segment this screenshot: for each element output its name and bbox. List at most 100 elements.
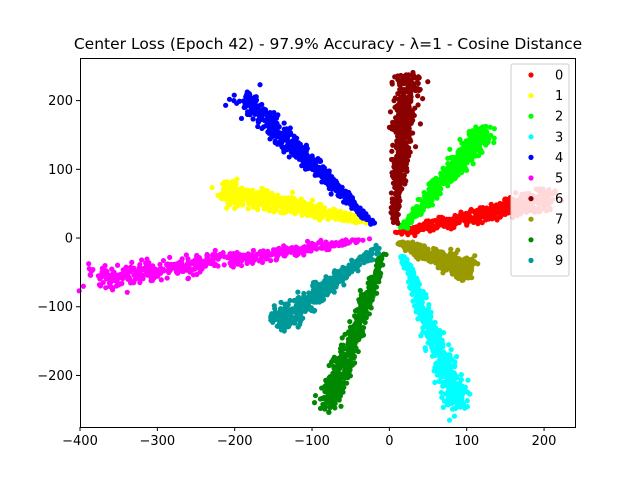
data-point [183,252,189,258]
data-point [408,217,414,223]
data-point [275,192,281,198]
data-point [331,270,337,276]
data-point [175,270,181,276]
data-point [201,262,207,268]
data-point [467,391,473,397]
data-point [413,228,419,234]
data-point [425,305,432,311]
data-point [427,320,433,326]
data-point [394,165,401,172]
data-point [353,237,359,243]
data-point [455,264,461,270]
data-point [366,275,372,282]
data-point [330,388,336,394]
data-point [302,308,308,314]
data-point [349,362,355,368]
data-point [449,271,455,277]
data-point [418,246,424,252]
data-point [419,207,425,213]
data-point [164,275,170,281]
data-point [466,131,472,138]
data-point [309,206,315,212]
data-point [465,377,471,383]
data-point [357,325,363,331]
data-point [158,277,164,283]
data-point [475,215,481,221]
data-point [300,158,306,165]
data-point [452,383,458,389]
data-point [285,324,291,330]
data-point [417,302,423,308]
data-point [398,100,405,107]
data-point [90,267,96,273]
data-point [339,188,346,194]
data-point [406,129,412,135]
data-point [328,377,335,383]
data-point [440,404,446,410]
chart-title: Center Loss (Epoch 42) - 97.9% Accuracy … [74,35,582,53]
data-point [427,180,433,186]
data-point [352,313,358,319]
data-point [215,256,221,262]
data-point [479,220,485,226]
data-point [432,379,438,385]
data-point [263,252,269,259]
data-point [464,211,470,217]
data-point [433,327,439,333]
data-point [502,196,508,202]
data-point [451,364,458,370]
data-point [287,248,294,254]
data-point [221,262,227,268]
data-point [401,125,407,132]
data-point [315,203,321,209]
data-point [454,161,461,168]
data-point [420,96,426,102]
data-point [318,296,324,302]
data-point [395,90,401,97]
data-point [281,251,287,257]
data-point [254,204,260,210]
data-point [400,161,406,167]
data-point [433,194,440,201]
data-point [395,73,401,79]
data-point [302,152,309,158]
data-point [238,115,245,122]
data-point [206,260,212,266]
data-point [257,82,263,88]
data-point [296,144,302,150]
data-point [406,77,412,83]
data-point [405,270,411,276]
data-point [234,249,240,256]
data-point [397,111,403,118]
data-point [445,402,451,408]
data-point [300,148,306,154]
data-point [282,144,288,150]
data-point [255,119,261,125]
data-point [410,209,416,216]
data-point [284,309,291,315]
data-point [357,305,363,311]
data-point [403,72,409,78]
data-point [445,177,452,183]
data-point [367,283,373,289]
data-point [448,357,454,363]
data-point [267,122,273,128]
data-point [271,205,277,211]
data-point [396,133,403,139]
data-point [419,312,425,319]
data-point [255,111,261,117]
data-point [399,178,405,184]
data-point [150,274,157,281]
data-point [363,308,369,314]
data-point [432,257,438,264]
data-point [291,298,298,304]
data-point [274,133,280,139]
data-point [415,316,421,322]
data-point [446,417,453,423]
data-point [409,274,415,280]
data-point [275,112,281,118]
data-point [338,349,344,355]
data-point [434,372,440,378]
data-point [326,362,332,369]
data-point [389,79,395,85]
